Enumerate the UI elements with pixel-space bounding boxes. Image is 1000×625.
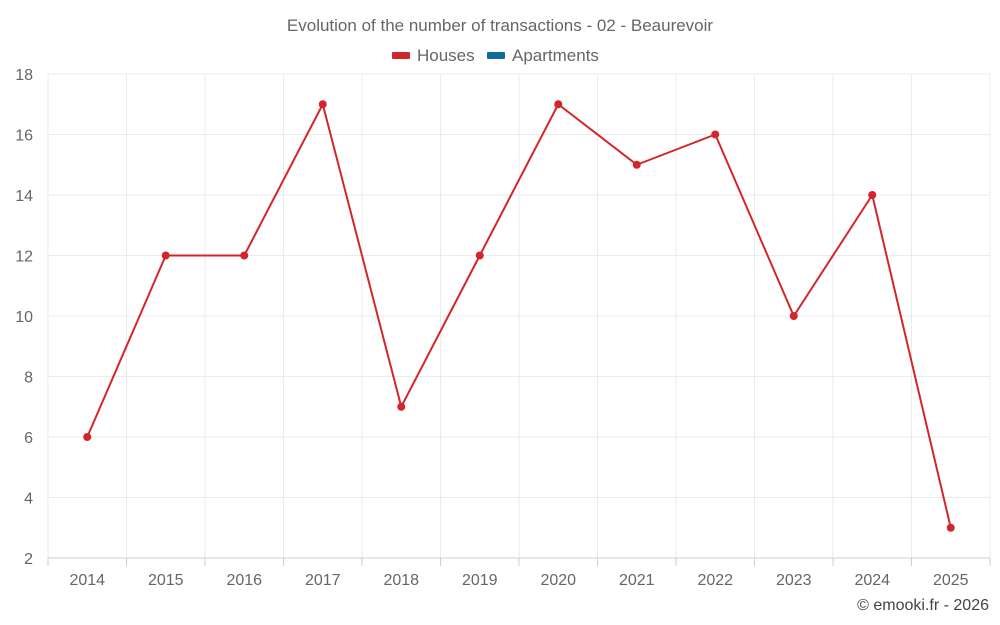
y-tick-label: 16	[15, 128, 33, 145]
y-tick-label: 4	[24, 491, 33, 508]
legend-item-apartments[interactable]: Apartments	[487, 46, 599, 65]
data-point-houses-2024[interactable]	[868, 191, 877, 199]
legend-item-houses[interactable]: Houses	[392, 46, 475, 65]
data-point-houses-2022[interactable]	[711, 130, 720, 139]
data-point-houses-2016[interactable]	[240, 251, 249, 260]
y-tick-label: 10	[15, 309, 33, 326]
series-houses	[83, 100, 955, 532]
y-tick-label: 14	[15, 188, 33, 205]
y-axis-ticks: 2 4 6 8 10 12 14 16 18	[15, 67, 33, 568]
legend-swatch-houses	[392, 52, 410, 59]
data-point-houses-2017[interactable]	[318, 100, 327, 109]
data-point-houses-2018[interactable]	[397, 402, 406, 411]
legend-swatch-apartments	[487, 52, 505, 59]
series-line-houses	[86, 103, 952, 528]
x-tick-label-2024: 2024	[854, 572, 890, 589]
x-tick-label-2022: 2022	[697, 572, 733, 589]
data-point-houses-2014[interactable]	[83, 433, 92, 441]
x-tick-label-2025: 2025	[933, 572, 969, 589]
y-tick-label: 12	[15, 249, 33, 266]
x-tick-label-2019: 2019	[462, 572, 498, 589]
legend-label-houses: Houses	[417, 46, 475, 65]
data-point-houses-2021[interactable]	[632, 160, 641, 169]
x-axis-ticks: 2014 2015 2016 2017 2018 2019 2020 2021 2022 2023…	[47, 558, 991, 589]
data-point-houses-2023[interactable]	[789, 312, 798, 320]
y-tick-label: 8	[24, 370, 33, 387]
data-point-houses-2019[interactable]	[475, 251, 484, 260]
data-point-houses-2015[interactable]	[161, 251, 170, 260]
x-tick-label-2018: 2018	[383, 572, 419, 589]
x-tick-label-2014: 2014	[69, 572, 105, 589]
data-point-houses-2025[interactable]	[946, 523, 955, 532]
legend-label-apartments: Apartments	[512, 46, 599, 65]
x-tick-label-2021: 2021	[619, 572, 655, 589]
x-tick-label-2020: 2020	[540, 572, 576, 589]
data-point-houses-2020[interactable]	[554, 100, 563, 109]
y-tick-label: 6	[24, 430, 33, 447]
x-tick-label-2015: 2015	[148, 572, 184, 589]
x-tick-label-2023: 2023	[776, 572, 812, 589]
grid-lines	[47, 73, 991, 558]
legend: Houses Apartments	[392, 46, 599, 65]
x-tick-label-2017: 2017	[305, 572, 341, 589]
credit[interactable]: © emooki.fr - 2026	[857, 597, 989, 614]
chart-title: Evolution of the number of transactions …	[287, 16, 714, 35]
x-tick-label-2016: 2016	[226, 572, 262, 589]
y-tick-label: 2	[24, 551, 33, 568]
y-tick-label: 18	[15, 67, 33, 84]
